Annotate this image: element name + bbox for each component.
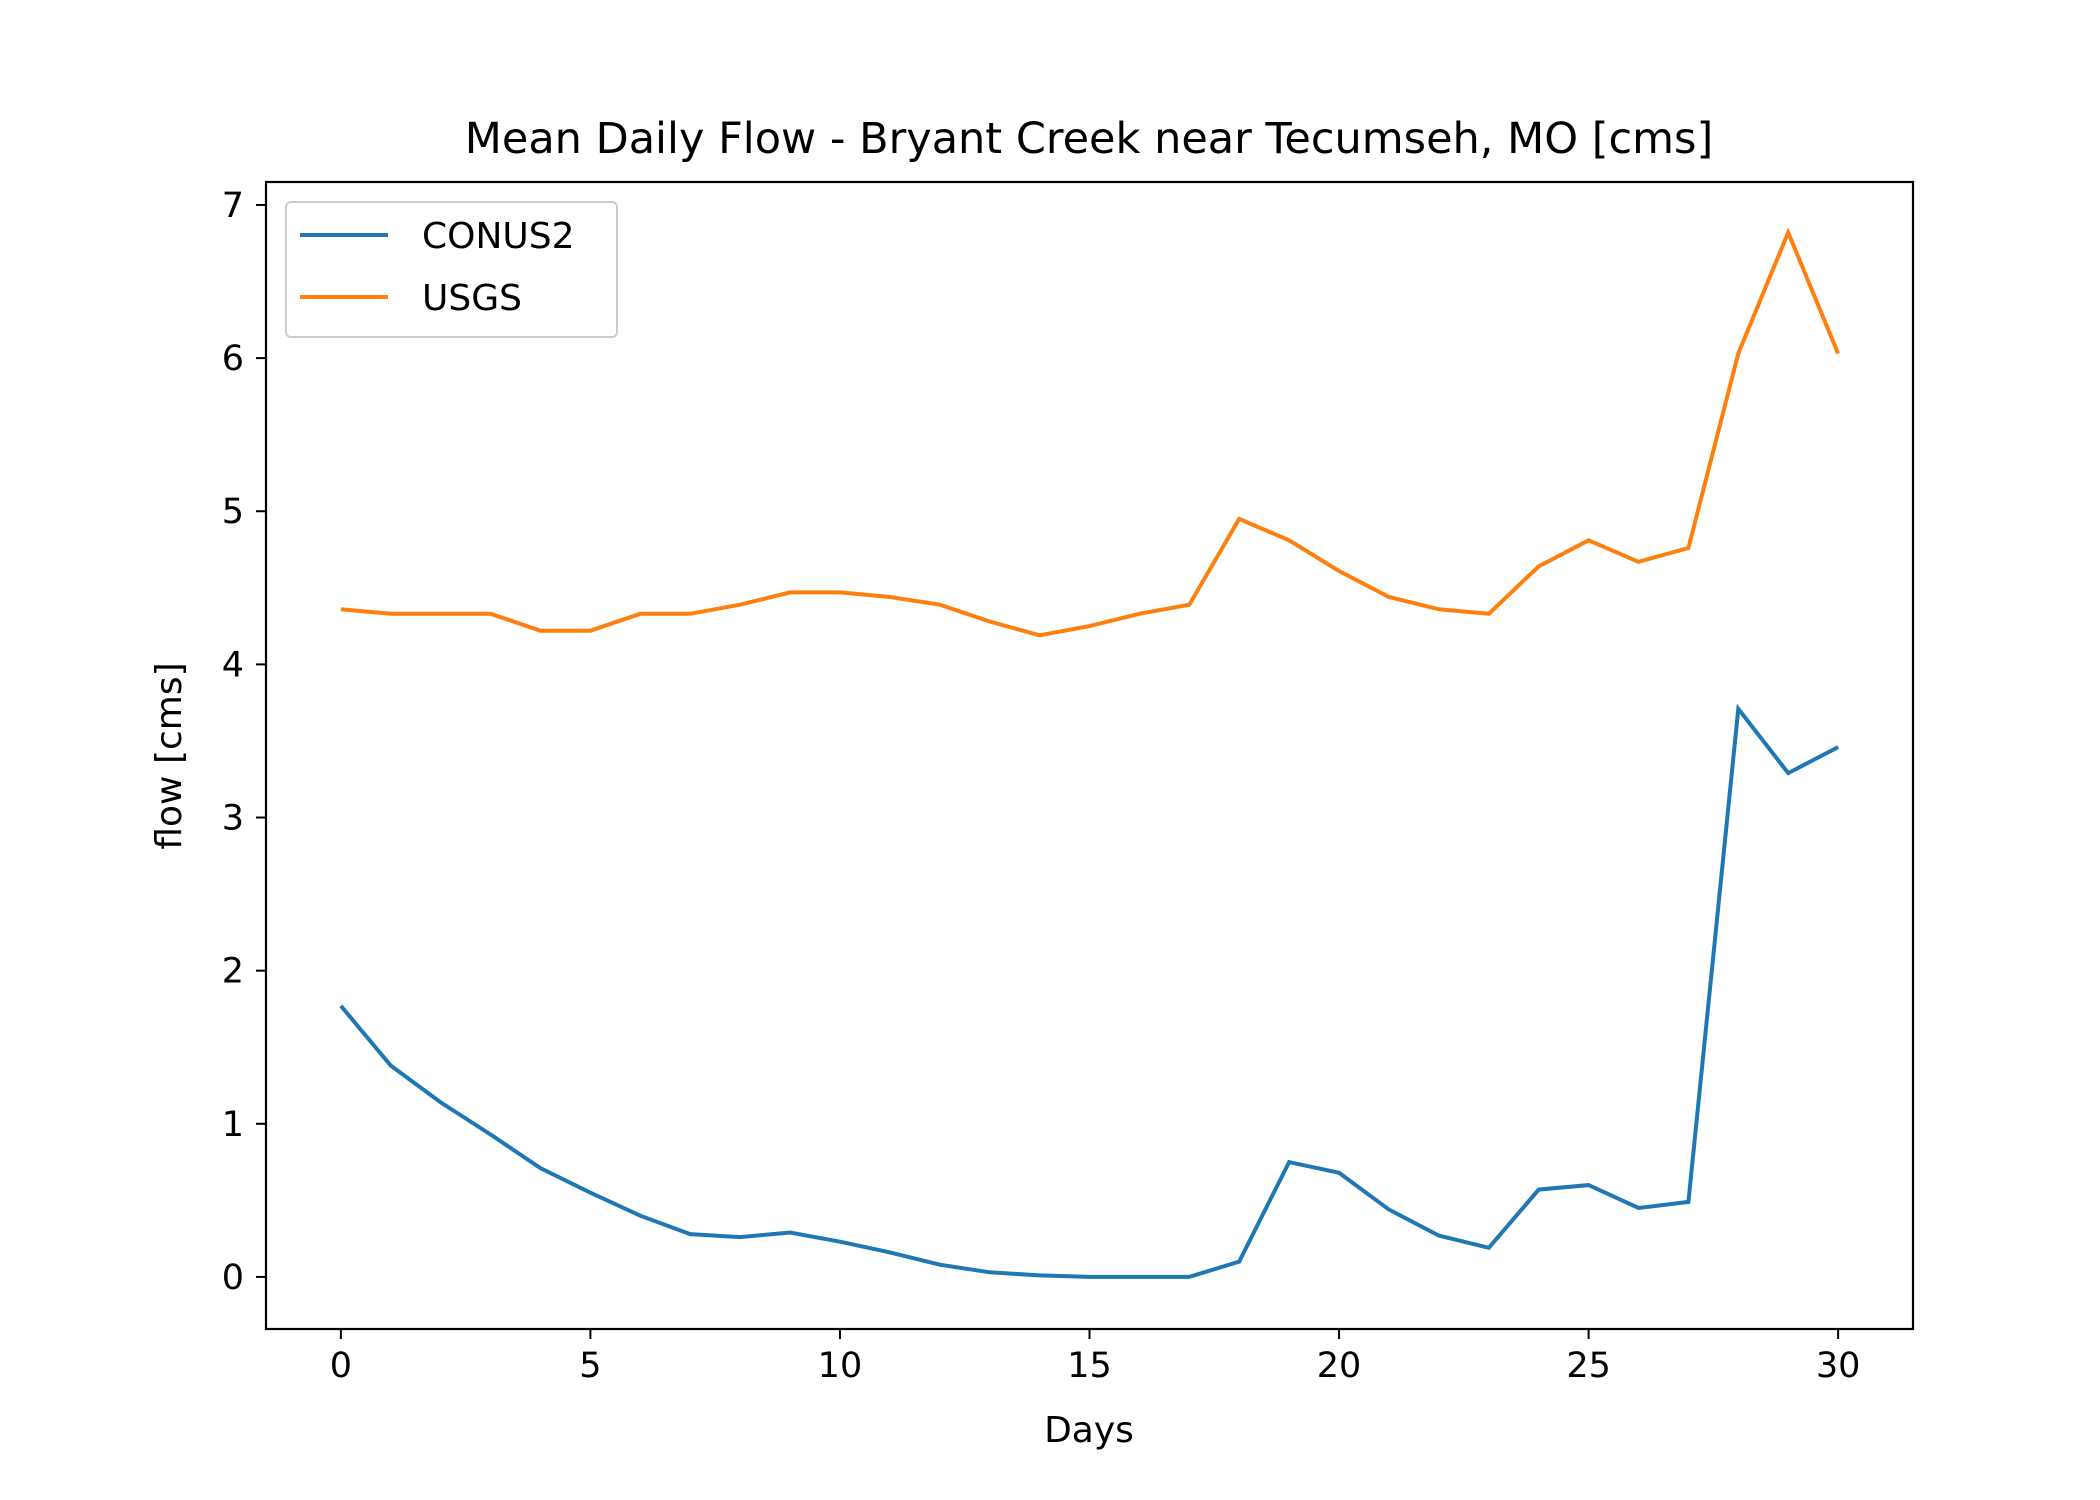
y-tick-label: 5	[222, 492, 244, 532]
x-axis-label: Days	[1044, 1410, 1134, 1451]
y-tick-label: 3	[222, 799, 244, 839]
legend-label-usgs: USGS	[422, 278, 522, 319]
y-axis-ticks: 0 1 2 3 4 5 6 7	[222, 186, 266, 1298]
series-line-conus2	[339, 703, 1840, 1279]
series-line-usgs	[340, 227, 1840, 638]
legend: CONUS2 USGS	[285, 201, 618, 338]
series-layer	[339, 227, 1840, 1279]
legend-label-conus2: CONUS2	[422, 216, 575, 257]
x-tick-label: 5	[579, 1346, 601, 1386]
x-tick-label: 0	[330, 1346, 352, 1386]
y-tick-label: 0	[222, 1258, 244, 1298]
y-tick-label: 6	[222, 339, 244, 379]
x-axis-ticks: 0 5 10 15 20 25 30	[330, 1329, 1861, 1386]
x-tick-label: 25	[1566, 1346, 1611, 1386]
y-tick-label: 1	[222, 1105, 244, 1145]
chart-title: Mean Daily Flow - Bryant Creek near Tecu…	[465, 114, 1713, 164]
x-tick-label: 30	[1816, 1346, 1861, 1386]
x-tick-label: 20	[1317, 1346, 1362, 1386]
y-axis-label: flow [cms]	[149, 662, 190, 849]
x-tick-label: 15	[1067, 1346, 1112, 1386]
y-tick-label: 7	[222, 186, 244, 226]
y-tick-label: 2	[222, 952, 244, 992]
x-tick-label: 10	[818, 1346, 863, 1386]
y-tick-label: 4	[222, 645, 244, 685]
